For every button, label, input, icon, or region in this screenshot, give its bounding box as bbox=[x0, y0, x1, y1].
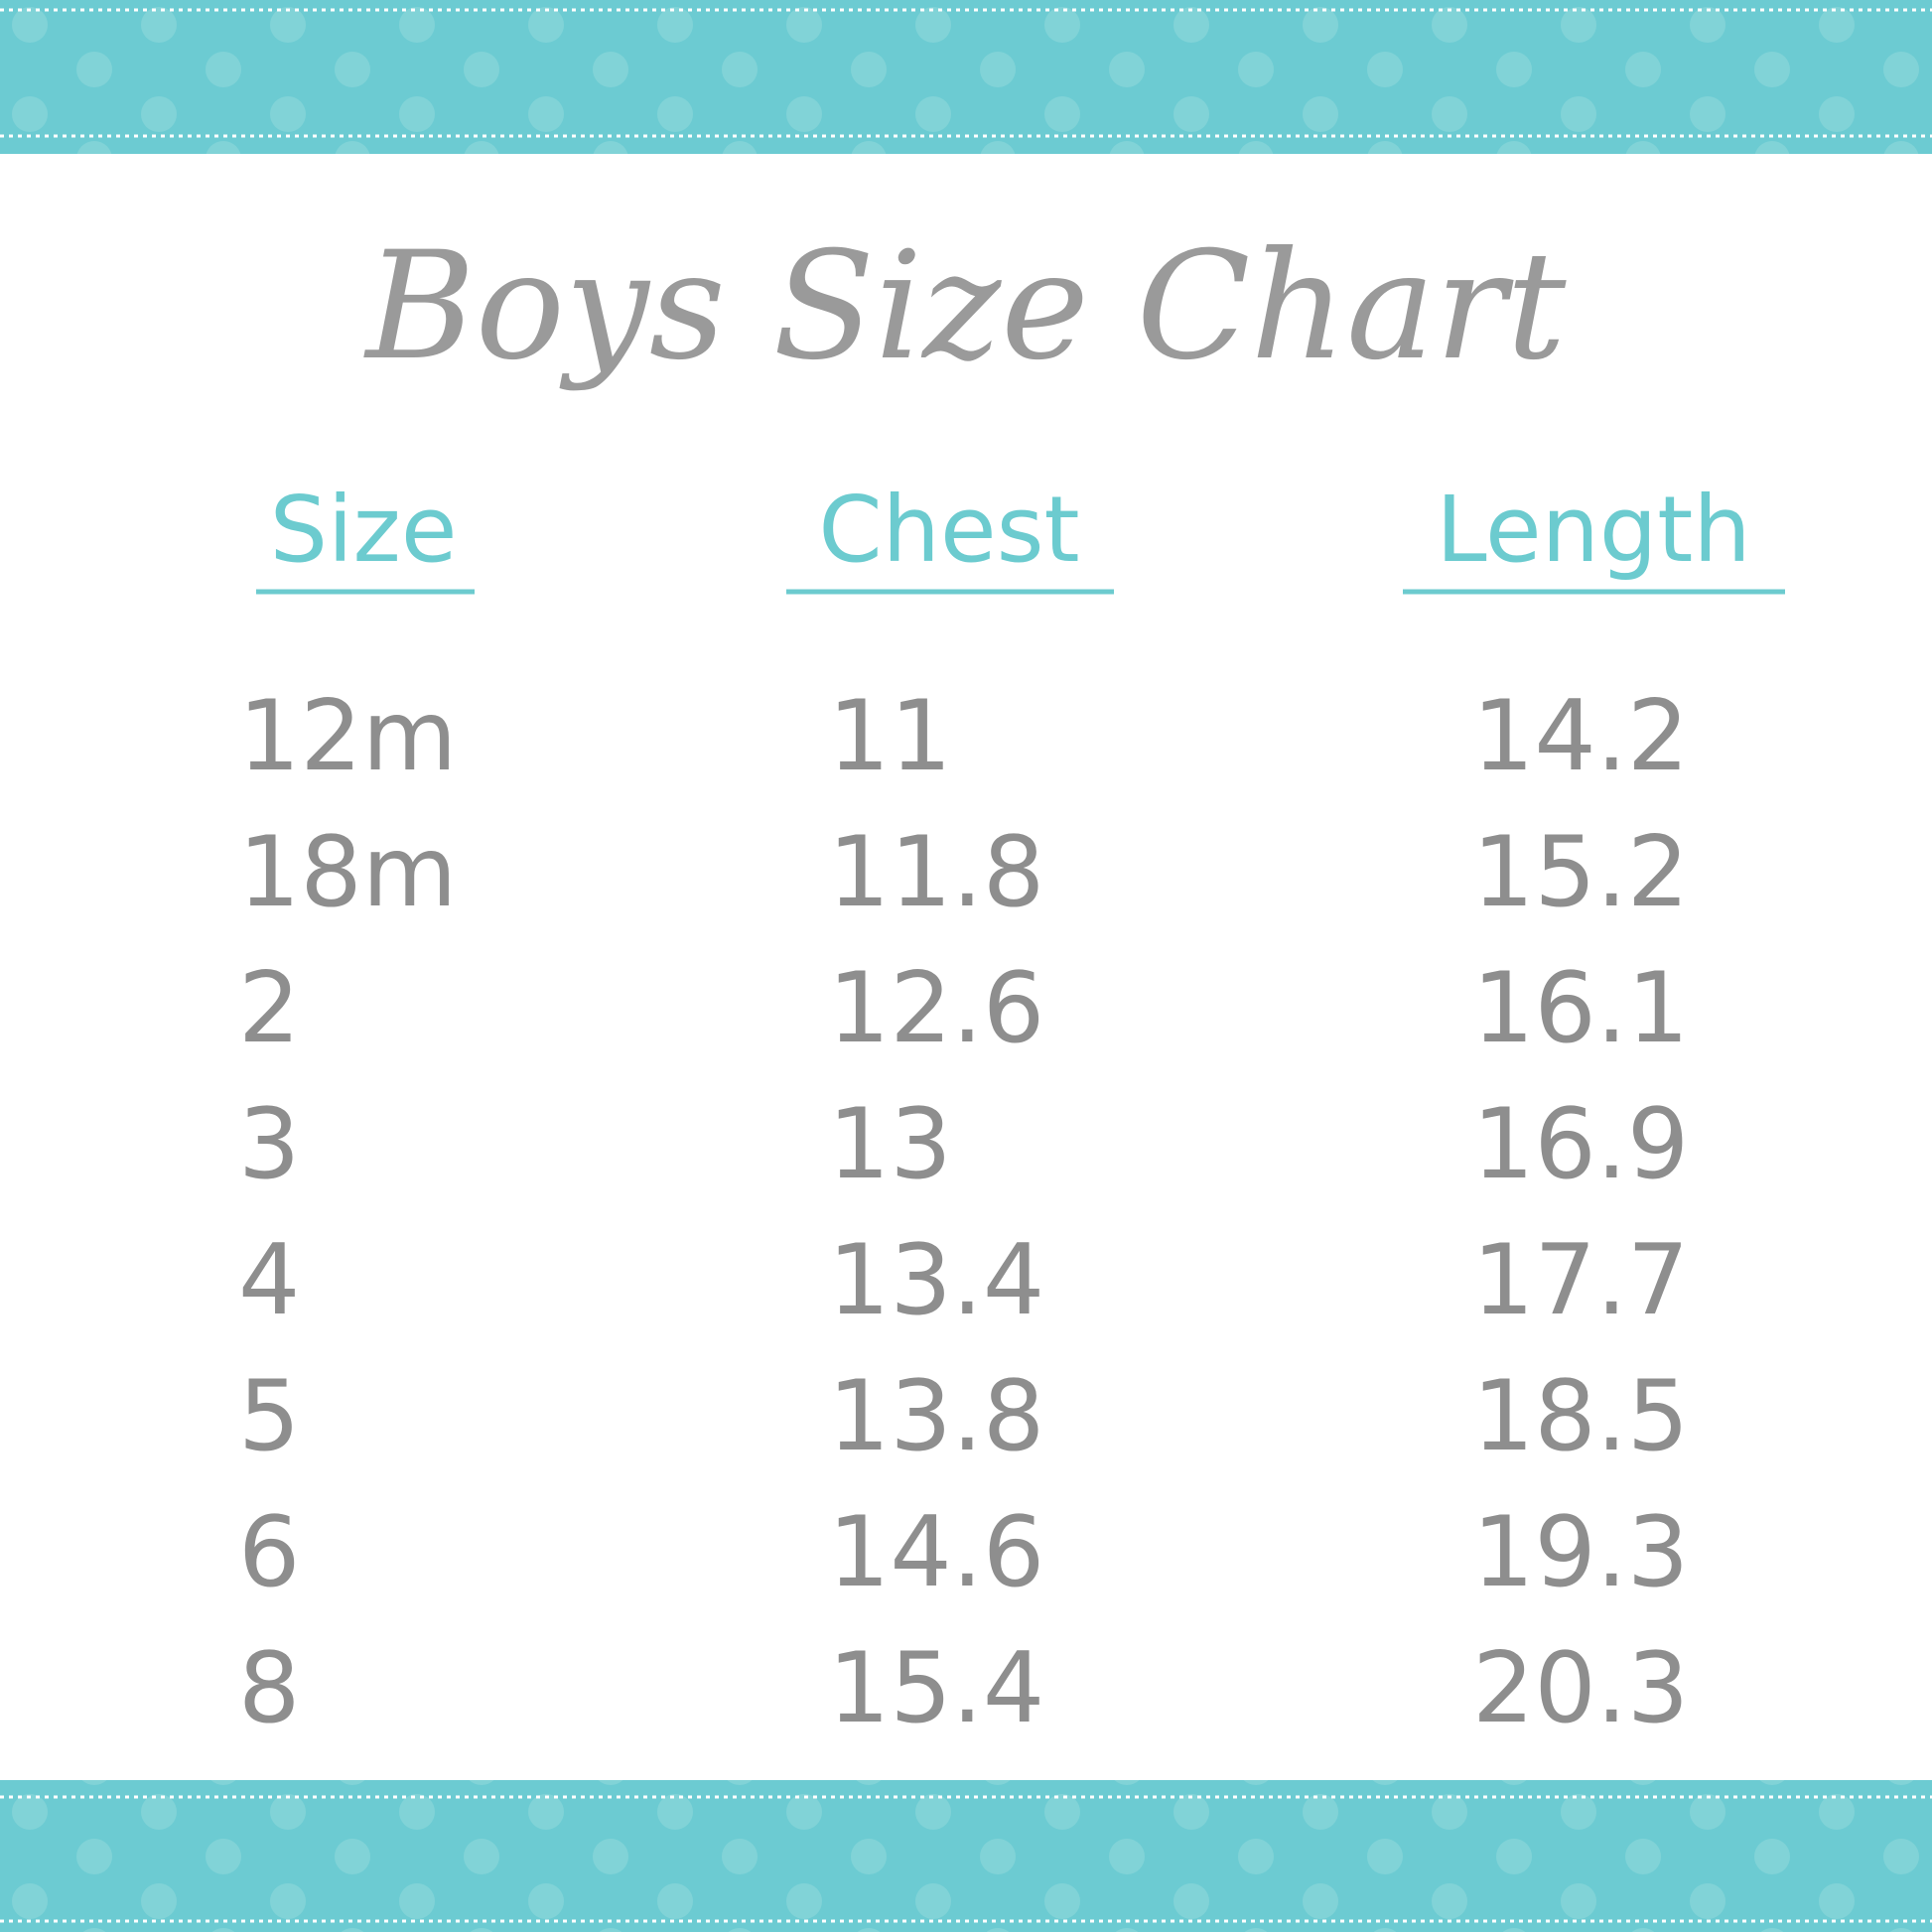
table-cell: 12.6 bbox=[828, 952, 1044, 1065]
table-cell: 16.1 bbox=[1472, 952, 1689, 1065]
bottom-band bbox=[0, 1780, 1932, 1932]
table-cell: 13.8 bbox=[828, 1360, 1044, 1473]
table-cell: 11.8 bbox=[828, 816, 1044, 929]
top-band bbox=[0, 0, 1932, 154]
table-cell: 15.2 bbox=[1472, 816, 1689, 929]
table-cell: 15.4 bbox=[828, 1632, 1044, 1745]
table-cell: 14.2 bbox=[1472, 680, 1689, 793]
column-header: Size bbox=[270, 477, 458, 583]
table-cell: 17.7 bbox=[1472, 1224, 1689, 1337]
table: Size Chest Length 12m 11 14.2 18m 11.8 15.2 2 12.6… bbox=[238, 477, 1785, 1745]
table-cell: 3 bbox=[238, 1088, 300, 1201]
table-cell: 4 bbox=[238, 1224, 300, 1337]
table-cell: 14.6 bbox=[828, 1496, 1044, 1609]
table-cell: 13 bbox=[828, 1088, 952, 1201]
table-cell: 8 bbox=[238, 1632, 300, 1745]
table-cell: 18.5 bbox=[1472, 1360, 1689, 1473]
table-cell: 13.4 bbox=[828, 1224, 1044, 1337]
column-header: Length bbox=[1436, 477, 1750, 583]
table-cell: 18m bbox=[238, 816, 457, 929]
title: Boys Size Chart bbox=[363, 220, 1568, 393]
table-cell: 11 bbox=[828, 680, 952, 793]
table-cell: 12m bbox=[238, 680, 457, 793]
table-cell: 16.9 bbox=[1472, 1088, 1689, 1201]
table-cell: 20.3 bbox=[1472, 1632, 1689, 1745]
column-header: Chest bbox=[818, 477, 1079, 583]
table-cell: 5 bbox=[238, 1360, 300, 1473]
table-cell: 6 bbox=[238, 1496, 300, 1609]
table-cell: 2 bbox=[238, 952, 300, 1065]
table-cell: 19.3 bbox=[1472, 1496, 1689, 1609]
